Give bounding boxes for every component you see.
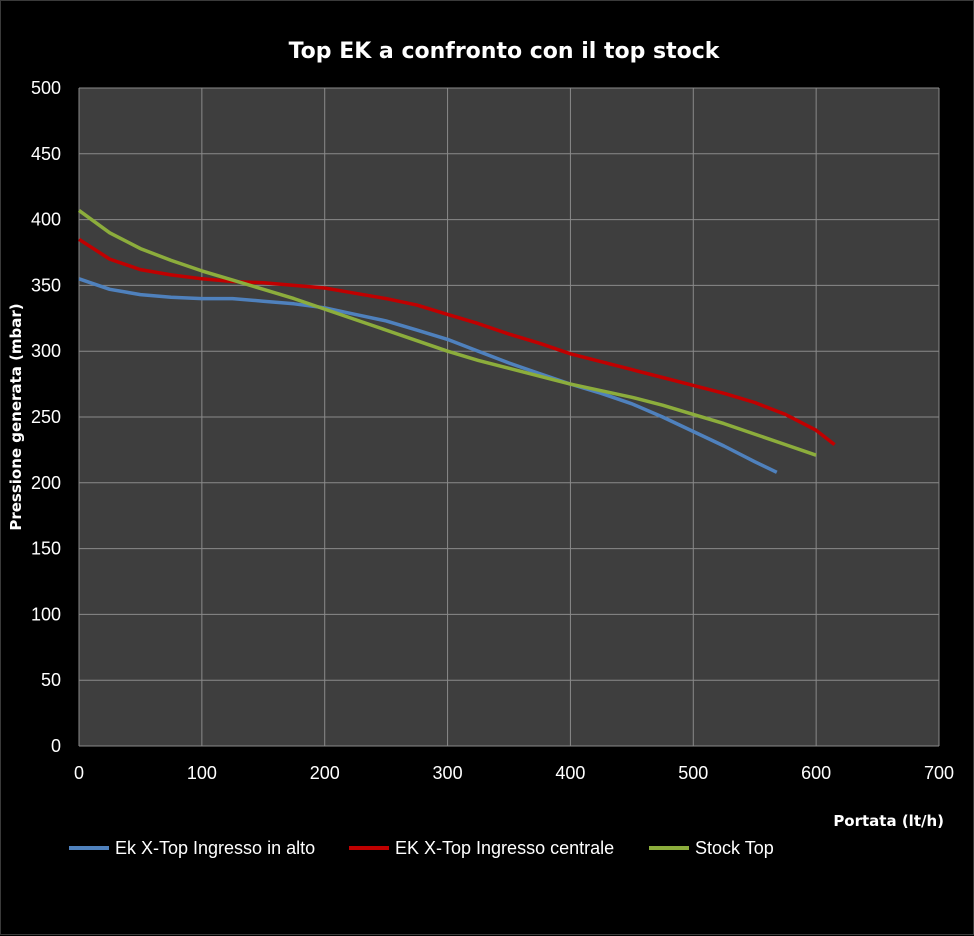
series-line-1 (78, 277, 778, 474)
y-tick-label: 50 (41, 670, 61, 690)
y-tick-label: 300 (31, 341, 61, 361)
chart-title: Top EK a confronto con il top stock (289, 39, 721, 64)
series-line-3 (77, 208, 817, 457)
legend-label-3: Stock Top (695, 838, 774, 858)
x-tick-label: 500 (678, 763, 708, 783)
y-tick-label: 100 (31, 604, 61, 624)
y-tick-label: 0 (51, 736, 61, 756)
x-axis-label: Portata (lt/h) (833, 812, 944, 830)
series-lines (77, 208, 836, 474)
x-tick-label: 0 (74, 763, 84, 783)
x-tick-label: 700 (924, 763, 954, 783)
y-tick-label: 350 (31, 275, 61, 295)
x-tick-label: 200 (310, 763, 340, 783)
grid-lines (78, 87, 940, 747)
y-tick-label: 250 (31, 407, 61, 427)
y-tick-label: 200 (31, 473, 61, 493)
x-tick-label: 300 (433, 763, 463, 783)
y-axis-ticks: 0 50 100 150 200 250 300 350 400 450 500 (31, 78, 61, 756)
y-tick-label: 400 (31, 210, 61, 230)
x-axis-ticks: 0 100 200 300 400 500 600 700 (74, 763, 954, 783)
series-line-2 (78, 237, 836, 446)
x-tick-label: 400 (555, 763, 585, 783)
legend: Ek X-Top Ingresso in alto EK X-Top Ingres… (69, 838, 774, 858)
legend-label-1: Ek X-Top Ingresso in alto (115, 838, 315, 858)
x-tick-label: 600 (801, 763, 831, 783)
legend-label-2: EK X-Top Ingresso centrale (395, 838, 614, 858)
x-tick-label: 100 (187, 763, 217, 783)
y-axis-label: Pressione generata (mbar) (7, 303, 25, 530)
y-tick-label: 500 (31, 78, 61, 98)
y-tick-label: 150 (31, 539, 61, 559)
y-tick-label: 450 (31, 144, 61, 164)
